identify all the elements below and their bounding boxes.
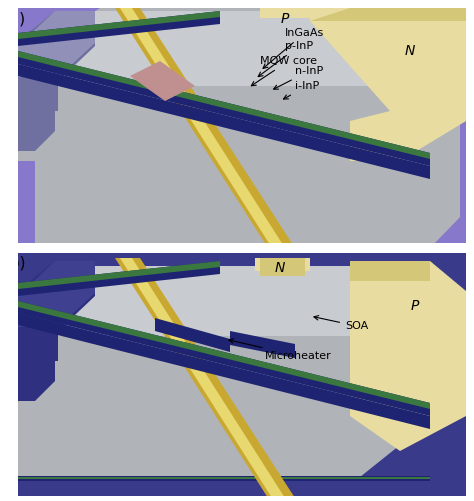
Polygon shape [18, 253, 466, 498]
Polygon shape [18, 8, 474, 248]
Text: Microheater: Microheater [229, 339, 332, 361]
Polygon shape [18, 11, 220, 46]
Polygon shape [35, 41, 440, 248]
Polygon shape [350, 261, 466, 451]
Text: N: N [405, 44, 415, 58]
Polygon shape [18, 356, 55, 421]
Text: p-InP: p-InP [258, 41, 313, 77]
Polygon shape [18, 51, 430, 159]
Polygon shape [0, 496, 474, 501]
Polygon shape [18, 261, 220, 289]
Text: i-InP: i-InP [283, 81, 319, 99]
Polygon shape [260, 258, 305, 276]
Polygon shape [120, 8, 285, 248]
Polygon shape [18, 261, 220, 296]
Polygon shape [310, 8, 466, 161]
Polygon shape [115, 258, 295, 498]
Text: (b): (b) [5, 256, 27, 271]
Text: (a): (a) [5, 11, 26, 26]
Polygon shape [18, 64, 430, 179]
Polygon shape [130, 61, 195, 101]
Polygon shape [18, 11, 95, 111]
Polygon shape [18, 8, 474, 248]
Text: SOA: SOA [314, 316, 368, 331]
Text: InGaAs: InGaAs [263, 28, 324, 69]
Polygon shape [18, 261, 95, 361]
Polygon shape [18, 11, 430, 226]
Polygon shape [18, 243, 466, 248]
Text: MQW core: MQW core [251, 56, 317, 86]
Polygon shape [18, 8, 466, 248]
Polygon shape [350, 261, 430, 281]
Polygon shape [155, 318, 230, 352]
Polygon shape [230, 331, 295, 358]
Polygon shape [18, 476, 430, 481]
Text: P: P [411, 299, 419, 313]
Polygon shape [466, 0, 474, 501]
Polygon shape [18, 301, 430, 409]
Polygon shape [18, 11, 95, 77]
Polygon shape [18, 161, 35, 248]
Polygon shape [18, 266, 430, 336]
Polygon shape [18, 261, 95, 327]
Polygon shape [18, 11, 220, 39]
Polygon shape [18, 313, 430, 429]
Polygon shape [18, 106, 55, 171]
Text: P: P [281, 12, 289, 26]
Polygon shape [260, 8, 310, 18]
Polygon shape [370, 211, 466, 248]
Polygon shape [18, 8, 460, 248]
Polygon shape [18, 11, 430, 86]
Polygon shape [255, 258, 310, 271]
Polygon shape [18, 477, 430, 479]
Polygon shape [115, 8, 295, 248]
Polygon shape [310, 8, 466, 21]
Text: N: N [275, 261, 285, 275]
Polygon shape [18, 301, 430, 416]
Polygon shape [0, 0, 474, 6]
Polygon shape [0, 0, 18, 501]
Text: n-InP: n-InP [273, 66, 323, 89]
Polygon shape [18, 51, 430, 166]
Polygon shape [120, 258, 285, 498]
Polygon shape [18, 266, 430, 481]
